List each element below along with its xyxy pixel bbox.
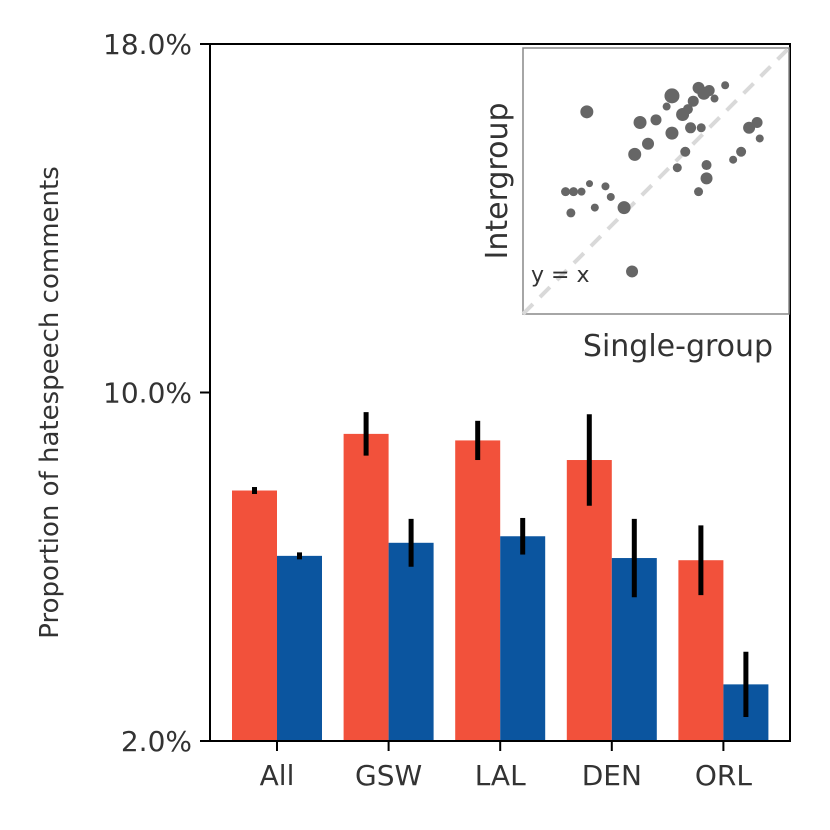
inset-point bbox=[650, 114, 662, 126]
errorbars-layer bbox=[252, 412, 749, 718]
inset-point bbox=[586, 180, 593, 188]
y-tick-label: 10.0% bbox=[103, 377, 192, 410]
bar-gsw-1 bbox=[388, 542, 434, 741]
bar-all-1 bbox=[277, 555, 322, 741]
inset-y-label: Intergroup bbox=[480, 102, 515, 259]
inset-annotation: y = x bbox=[531, 263, 589, 288]
x-tick-label-orl: ORL bbox=[695, 759, 752, 792]
inset-point bbox=[569, 187, 579, 197]
bar-lal-1 bbox=[500, 536, 546, 741]
bar-gsw-0 bbox=[343, 433, 389, 741]
inset-point bbox=[755, 134, 764, 143]
inset-point bbox=[685, 122, 697, 134]
inset-scatter: y = x Single-group Intergroup bbox=[480, 46, 791, 364]
inset-point bbox=[700, 172, 713, 185]
inset-x-label: Single-group bbox=[583, 329, 773, 364]
bar-lal-0 bbox=[455, 440, 501, 741]
x-tick-label-gsw: GSW bbox=[355, 759, 422, 792]
inset-point bbox=[682, 104, 693, 115]
inset-point bbox=[710, 94, 719, 103]
inset-point bbox=[628, 147, 642, 161]
bar-den-0 bbox=[566, 460, 612, 741]
bar-all-0 bbox=[232, 490, 277, 741]
inset-point bbox=[729, 155, 738, 164]
inset-point bbox=[701, 160, 712, 171]
y-tick-label: 2.0% bbox=[121, 725, 192, 758]
inset-point bbox=[662, 102, 671, 111]
inset-point bbox=[751, 116, 763, 128]
inset-point bbox=[561, 187, 571, 197]
x-axis-ticks: All GSW LAL DEN ORL bbox=[260, 741, 752, 792]
inset-point bbox=[721, 81, 730, 90]
inset-point bbox=[696, 123, 706, 133]
y-axis-ticks: 2.0% 10.0% 18.0% bbox=[103, 28, 210, 758]
inset-point bbox=[642, 137, 655, 150]
inset-point bbox=[566, 208, 576, 218]
inset-point bbox=[694, 187, 704, 197]
inset-point bbox=[590, 203, 599, 212]
inset-point bbox=[736, 146, 747, 157]
inset-point bbox=[601, 182, 610, 191]
inset-point bbox=[664, 88, 680, 104]
inset-point bbox=[580, 105, 594, 119]
inset-point bbox=[680, 146, 691, 157]
inset-point bbox=[703, 85, 715, 97]
bars-layer bbox=[232, 433, 769, 741]
inset-point bbox=[626, 265, 639, 278]
y-axis-label: Proportion of hatespeech comments bbox=[35, 166, 65, 639]
inset-point bbox=[672, 163, 682, 173]
inset-diagonal-line bbox=[521, 46, 791, 316]
inset-point bbox=[606, 192, 615, 201]
x-tick-label-all: All bbox=[260, 759, 295, 792]
inset-point bbox=[633, 115, 647, 129]
y-tick-label: 18.0% bbox=[103, 28, 192, 61]
inset-points bbox=[561, 81, 764, 278]
inset-point bbox=[617, 201, 631, 215]
x-tick-label-den: DEN bbox=[582, 759, 642, 792]
inset-point bbox=[665, 126, 679, 140]
x-tick-label-lal: LAL bbox=[475, 759, 526, 792]
inset-point bbox=[687, 95, 699, 107]
inset-point bbox=[577, 187, 586, 196]
